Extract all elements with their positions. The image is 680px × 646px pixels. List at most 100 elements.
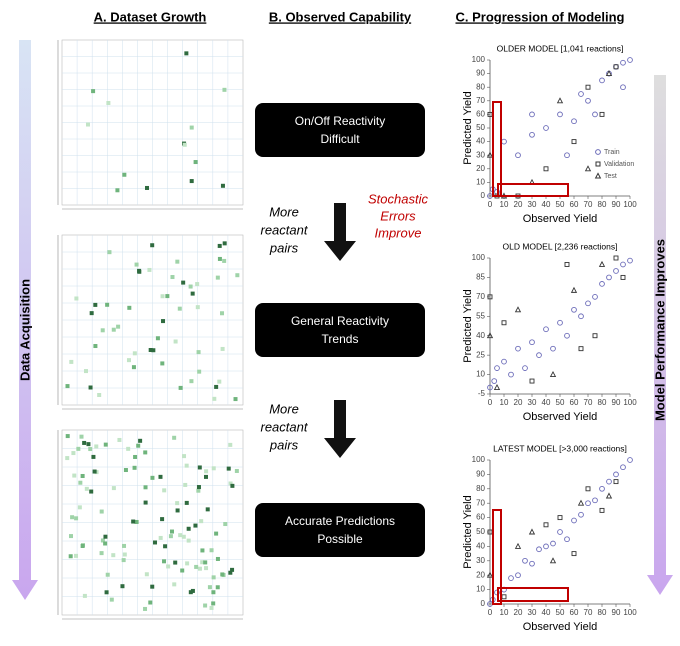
heatmap-cell bbox=[72, 473, 77, 478]
heatmap-cell bbox=[109, 597, 114, 602]
heatmap-cell bbox=[105, 302, 110, 307]
heatmap-cell bbox=[222, 87, 227, 92]
train-point bbox=[529, 339, 535, 346]
heatmap-cell bbox=[161, 319, 166, 324]
plots: OLDER MODEL [1,041 reactions] Observed Yi… bbox=[462, 43, 637, 633]
train-point bbox=[627, 57, 633, 63]
x-tick-label: 60 bbox=[570, 200, 579, 209]
heatmap-cell bbox=[220, 183, 225, 188]
heatmap-cell bbox=[122, 552, 127, 557]
heatmap-cell bbox=[203, 560, 208, 565]
train-point bbox=[564, 536, 570, 543]
train-point bbox=[592, 294, 598, 300]
heatmap-cell bbox=[215, 556, 220, 561]
train-point bbox=[578, 91, 584, 97]
column-title: C. Progression of Modeling bbox=[455, 9, 624, 24]
train-point bbox=[599, 77, 605, 84]
y-tick-label: 55 bbox=[476, 311, 485, 320]
train-point bbox=[557, 111, 563, 118]
validation-point bbox=[557, 515, 563, 521]
heatmap-cell bbox=[163, 544, 168, 549]
validation-point bbox=[529, 378, 535, 384]
train-point bbox=[536, 352, 542, 358]
test-point bbox=[486, 332, 494, 339]
heatmap-cell bbox=[189, 179, 194, 184]
heatmap-cell bbox=[79, 434, 84, 439]
heatmap-cell bbox=[143, 606, 148, 611]
y-tick-label: 40 bbox=[476, 331, 485, 340]
y-tick-label: 80 bbox=[476, 82, 485, 91]
train-point bbox=[491, 378, 498, 384]
heatmap-cell bbox=[178, 533, 183, 538]
heatmap-cell bbox=[68, 534, 73, 539]
heatmap-cell bbox=[88, 447, 93, 452]
heatmap-cell bbox=[205, 507, 210, 512]
x-tick-label: 80 bbox=[598, 398, 607, 407]
heatmap-cell bbox=[97, 392, 102, 397]
heatmap-cell bbox=[203, 474, 208, 479]
down-arrow bbox=[324, 400, 356, 458]
heatmap-cell bbox=[172, 582, 177, 587]
heatmap-cell bbox=[103, 442, 108, 447]
heatmap-cell bbox=[70, 515, 75, 520]
heatmap-cell bbox=[209, 548, 214, 553]
x-tick-label: 80 bbox=[598, 200, 607, 209]
y-tick-label: 10 bbox=[476, 585, 485, 594]
validation-point bbox=[501, 320, 507, 326]
heatmap-cell bbox=[68, 554, 73, 559]
heatmap-cell bbox=[194, 564, 199, 569]
x-tick-label: 90 bbox=[612, 200, 621, 209]
arrow-label: More bbox=[269, 401, 299, 416]
heatmap-cell bbox=[143, 500, 148, 505]
heatmap-cell bbox=[230, 483, 235, 488]
heatmap-cell bbox=[148, 600, 153, 605]
heatmap-cell bbox=[215, 275, 220, 280]
x-tick-label: 50 bbox=[556, 200, 565, 209]
y-tick-label: 100 bbox=[472, 253, 486, 262]
heatmap-cell bbox=[186, 526, 191, 531]
heatmap-cell bbox=[214, 531, 219, 536]
heatmap-cell bbox=[92, 469, 97, 474]
heatmap-cell bbox=[203, 603, 208, 608]
column-title: B. Observed Capability bbox=[269, 9, 412, 24]
heatmap-cell bbox=[134, 519, 139, 524]
side-note: Improve bbox=[375, 225, 422, 240]
heatmap-cell bbox=[103, 541, 108, 546]
test-point bbox=[584, 165, 592, 172]
heatmap-cell bbox=[143, 450, 148, 455]
heatmap-cell bbox=[122, 172, 127, 177]
legend-symbol bbox=[595, 149, 601, 155]
y-tick-label: 50 bbox=[476, 527, 485, 536]
heatmap-cell bbox=[222, 241, 227, 246]
arrow-label: pairs bbox=[269, 437, 299, 452]
heatmap-cell bbox=[138, 438, 143, 443]
train-point bbox=[578, 511, 584, 518]
x-axis-label: Observed Yield bbox=[523, 213, 598, 225]
heatmap-cell bbox=[74, 516, 79, 521]
heatmap-cell bbox=[116, 324, 121, 329]
heatmap-cell bbox=[166, 564, 171, 569]
test-point bbox=[549, 370, 557, 378]
heatmap-cell bbox=[94, 444, 99, 449]
heatmap-cell bbox=[184, 463, 189, 468]
x-tick-label: 20 bbox=[514, 398, 523, 407]
heatmap-cell bbox=[74, 296, 79, 301]
heatmap-cell bbox=[230, 567, 235, 572]
y-axis-label: Predicted Yield bbox=[462, 495, 474, 568]
heatmap-cell bbox=[111, 553, 116, 558]
capability-text: Accurate Predictions bbox=[285, 514, 395, 528]
heatmap-cell bbox=[123, 468, 128, 473]
heatmap-cell bbox=[172, 435, 177, 440]
y-tick-label: 20 bbox=[476, 570, 485, 579]
heatmap-cell bbox=[126, 446, 131, 451]
heatmap-cell bbox=[211, 601, 216, 606]
heatmap-cell bbox=[211, 590, 216, 595]
x-tick-label: 70 bbox=[584, 398, 593, 407]
arrow-label: reactant bbox=[261, 419, 309, 434]
train-point bbox=[620, 84, 626, 91]
heatmap-cell bbox=[226, 466, 231, 471]
heatmap-cell bbox=[82, 593, 87, 598]
train-point bbox=[543, 326, 549, 333]
